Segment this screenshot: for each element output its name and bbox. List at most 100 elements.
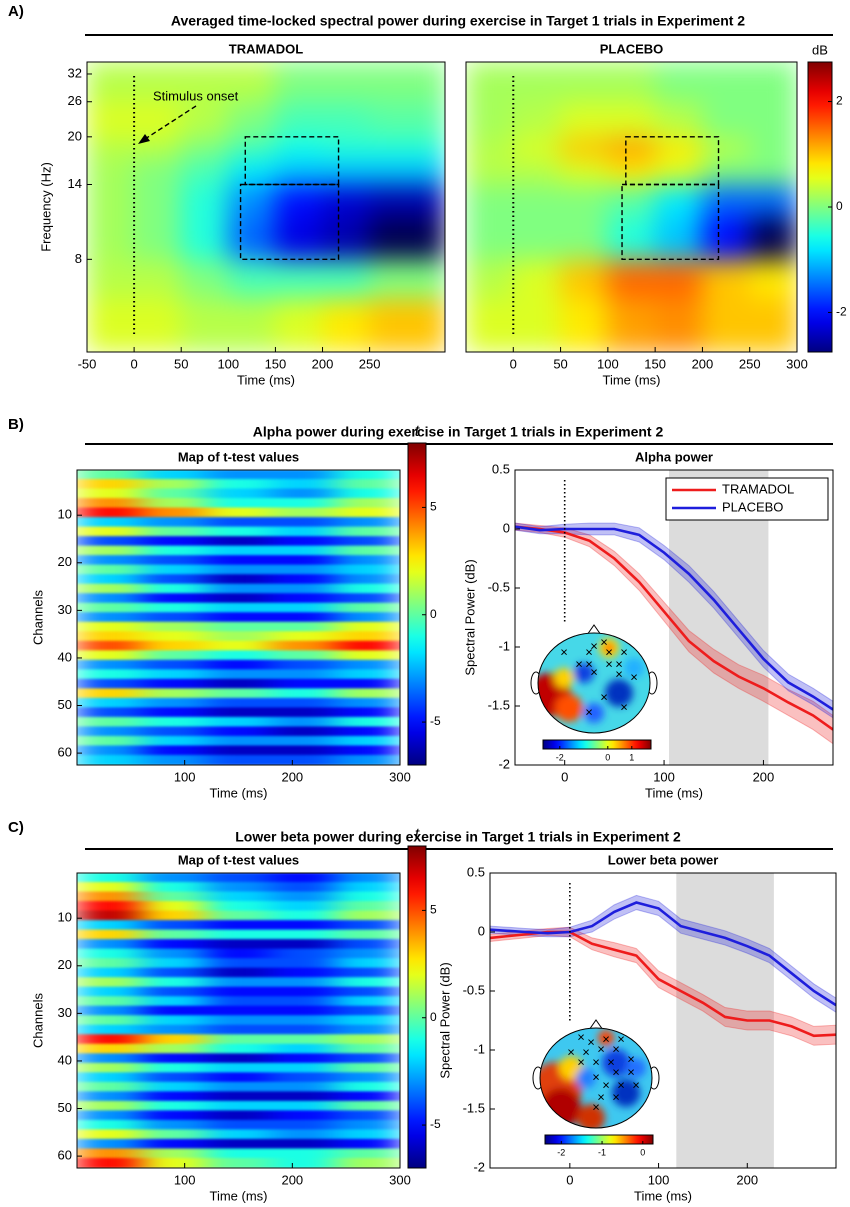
heatmap-cell — [77, 1148, 143, 1159]
heatmap-cell — [87, 136, 135, 160]
heatmap-cell — [369, 258, 445, 299]
sensor-marker: × — [585, 704, 593, 719]
heatmap-cell — [77, 901, 143, 912]
heatmap-cell — [133, 62, 182, 103]
heatmap-cell — [205, 958, 272, 969]
heatmap-cell — [607, 62, 656, 103]
heatmap-cell — [654, 62, 703, 103]
x-tick-label: 200 — [753, 769, 775, 784]
heatmap-cell — [87, 101, 135, 138]
heatmap-cell — [141, 1005, 207, 1017]
heatmap-cell — [270, 1043, 336, 1055]
sensor-marker: × — [577, 1029, 585, 1044]
x-tick-label: 0 — [510, 356, 517, 371]
heatmap-cell — [141, 1053, 207, 1064]
heatmap-cell — [205, 621, 272, 633]
heatmap-cell — [334, 996, 400, 1007]
heatmap-cell — [77, 1062, 143, 1074]
heatmap-cell — [334, 1119, 400, 1131]
heatmap-cell — [334, 1138, 400, 1150]
heatmap-cell — [77, 754, 143, 765]
heatmap-cell — [141, 517, 207, 528]
heatmap-cell — [270, 1157, 336, 1168]
heatmap-cell — [141, 1119, 207, 1131]
heatmap-cell — [654, 297, 703, 352]
heatmap-cell — [701, 62, 751, 103]
heatmap-cell — [141, 735, 207, 747]
x-tick-label: 50 — [174, 356, 188, 371]
heatmap-cell — [334, 901, 400, 912]
colorbar-tick-label: 5 — [430, 903, 437, 917]
legend — [665, 477, 829, 521]
heatmap-cell — [270, 967, 336, 979]
colorbar-label: t — [415, 423, 420, 440]
heatmap-cell — [322, 101, 371, 138]
heatmap-cell — [560, 136, 609, 160]
heatmap-cell — [141, 958, 207, 969]
heatmap-cell — [141, 659, 207, 671]
heatmap-cell — [334, 1100, 400, 1112]
heatmap-cell — [270, 631, 336, 642]
heatmap-cell — [334, 470, 400, 481]
heatmap-cell — [77, 1157, 143, 1168]
y-tick-label: 30 — [58, 1005, 72, 1020]
inset-tick-label: -2 — [557, 1147, 565, 1157]
heatmap-cell — [466, 136, 514, 160]
heatmap-cell — [466, 184, 514, 218]
x-tick-label: 250 — [359, 356, 381, 371]
x-tick-label: 100 — [217, 356, 239, 371]
topo-blob — [574, 663, 594, 683]
heatmap-cell — [274, 158, 324, 186]
sensor-marker: × — [592, 1099, 600, 1114]
heatmap-cell — [270, 901, 336, 912]
heatmap-cell — [607, 101, 656, 138]
heatmap-cell — [205, 583, 272, 595]
x-axis-label: Time (ms) — [634, 1188, 692, 1203]
panel-title: Alpha power during exercise in Target 1 … — [253, 424, 664, 440]
heatmap-cell — [141, 545, 207, 557]
heatmap-cell — [205, 891, 272, 903]
y-tick-label: 10 — [58, 507, 72, 522]
heatmap-cell — [205, 1157, 272, 1168]
y-tick-label: 40 — [58, 1052, 72, 1067]
heatmap-cell — [607, 136, 656, 160]
heatmap-cell — [141, 1072, 207, 1083]
line — [490, 901, 836, 1007]
heatmap-cell — [77, 873, 143, 884]
annotation-arrow — [144, 105, 197, 140]
heatmap-cell — [77, 882, 143, 893]
heatmap-cell — [274, 136, 324, 160]
y-tick-label: -0.5 — [463, 982, 485, 997]
heatmap-cell — [77, 707, 143, 718]
heatmap-cell — [512, 62, 562, 103]
heatmap-cell — [560, 101, 609, 138]
y-tick-label: 60 — [58, 1148, 72, 1163]
heatmap-cell — [141, 891, 207, 903]
heatmap-cell — [141, 939, 207, 950]
heatmap-cell — [654, 216, 703, 260]
heatmap-cell — [334, 1062, 400, 1074]
heatmap-cell — [334, 545, 400, 557]
panel-title: Lower beta power during exercise in Targ… — [235, 829, 681, 845]
y-tick-label: 0 — [503, 520, 510, 535]
roi-box — [239, 183, 340, 261]
heatmap-cell — [77, 1043, 143, 1055]
heatmap-cell — [334, 910, 400, 922]
heatmap-cell — [369, 184, 445, 218]
heatmap-cell — [270, 517, 336, 528]
heatmap-cell — [227, 158, 276, 186]
heatmap-cell — [322, 158, 371, 186]
sensor-marker: × — [612, 1041, 620, 1056]
heatmap-cell — [77, 735, 143, 747]
heatmap-cell — [334, 882, 400, 893]
heatmap-cell — [334, 659, 400, 671]
sensor-marker: × — [627, 1064, 635, 1079]
heatmap-cell — [141, 669, 207, 680]
heatmap-cell — [270, 707, 336, 718]
colorbar-tick-label: 0 — [430, 607, 437, 621]
heatmap-cell — [141, 1091, 207, 1102]
heatmap-cell — [334, 948, 400, 960]
heatmap-cell — [270, 612, 336, 623]
heatmap-cell — [654, 101, 703, 138]
sensor-marker: × — [612, 1089, 620, 1104]
